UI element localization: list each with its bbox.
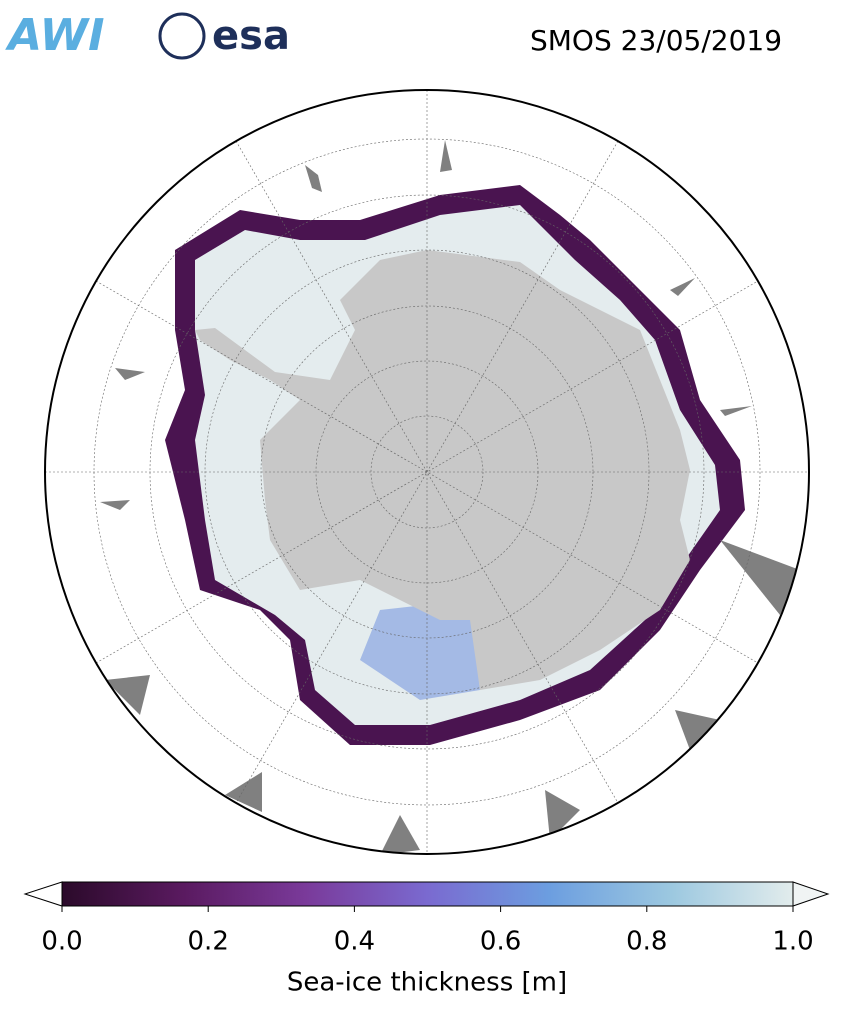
colorbar-label: Sea-ice thickness [m] bbox=[287, 968, 567, 998]
antarctica bbox=[195, 250, 690, 690]
colorbar: Sea-ice thickness [m] 0.0 0.2 0.4 0.6 0.8 1.0 bbox=[23, 881, 830, 998]
colorbar-extend-high bbox=[792, 881, 830, 907]
esa-mark bbox=[158, 12, 206, 60]
colorbar-tick-label: 0.0 bbox=[41, 927, 82, 957]
sea-ice-mid bbox=[360, 600, 480, 700]
islands bbox=[100, 140, 800, 854]
header: AWI esa SMOS 23/05/2019 bbox=[5, 10, 782, 61]
colorbar-tick-label: 1.0 bbox=[772, 927, 813, 957]
colorbar-tick-label: 0.8 bbox=[626, 927, 667, 957]
map-title: SMOS 23/05/2019 bbox=[530, 24, 782, 57]
graticule bbox=[45, 90, 809, 854]
colorbar-tick-label: 0.2 bbox=[188, 927, 229, 957]
colorbar-tick-label: 0.4 bbox=[334, 927, 375, 957]
colorbar-extend-low bbox=[23, 881, 63, 907]
colorbar-bar bbox=[61, 881, 794, 907]
awi-logo: AWI bbox=[5, 10, 105, 61]
map-frame bbox=[44, 89, 810, 855]
map bbox=[45, 90, 809, 854]
colorbar-tick-label: 0.6 bbox=[480, 927, 521, 957]
esa-logo: esa bbox=[212, 13, 290, 59]
